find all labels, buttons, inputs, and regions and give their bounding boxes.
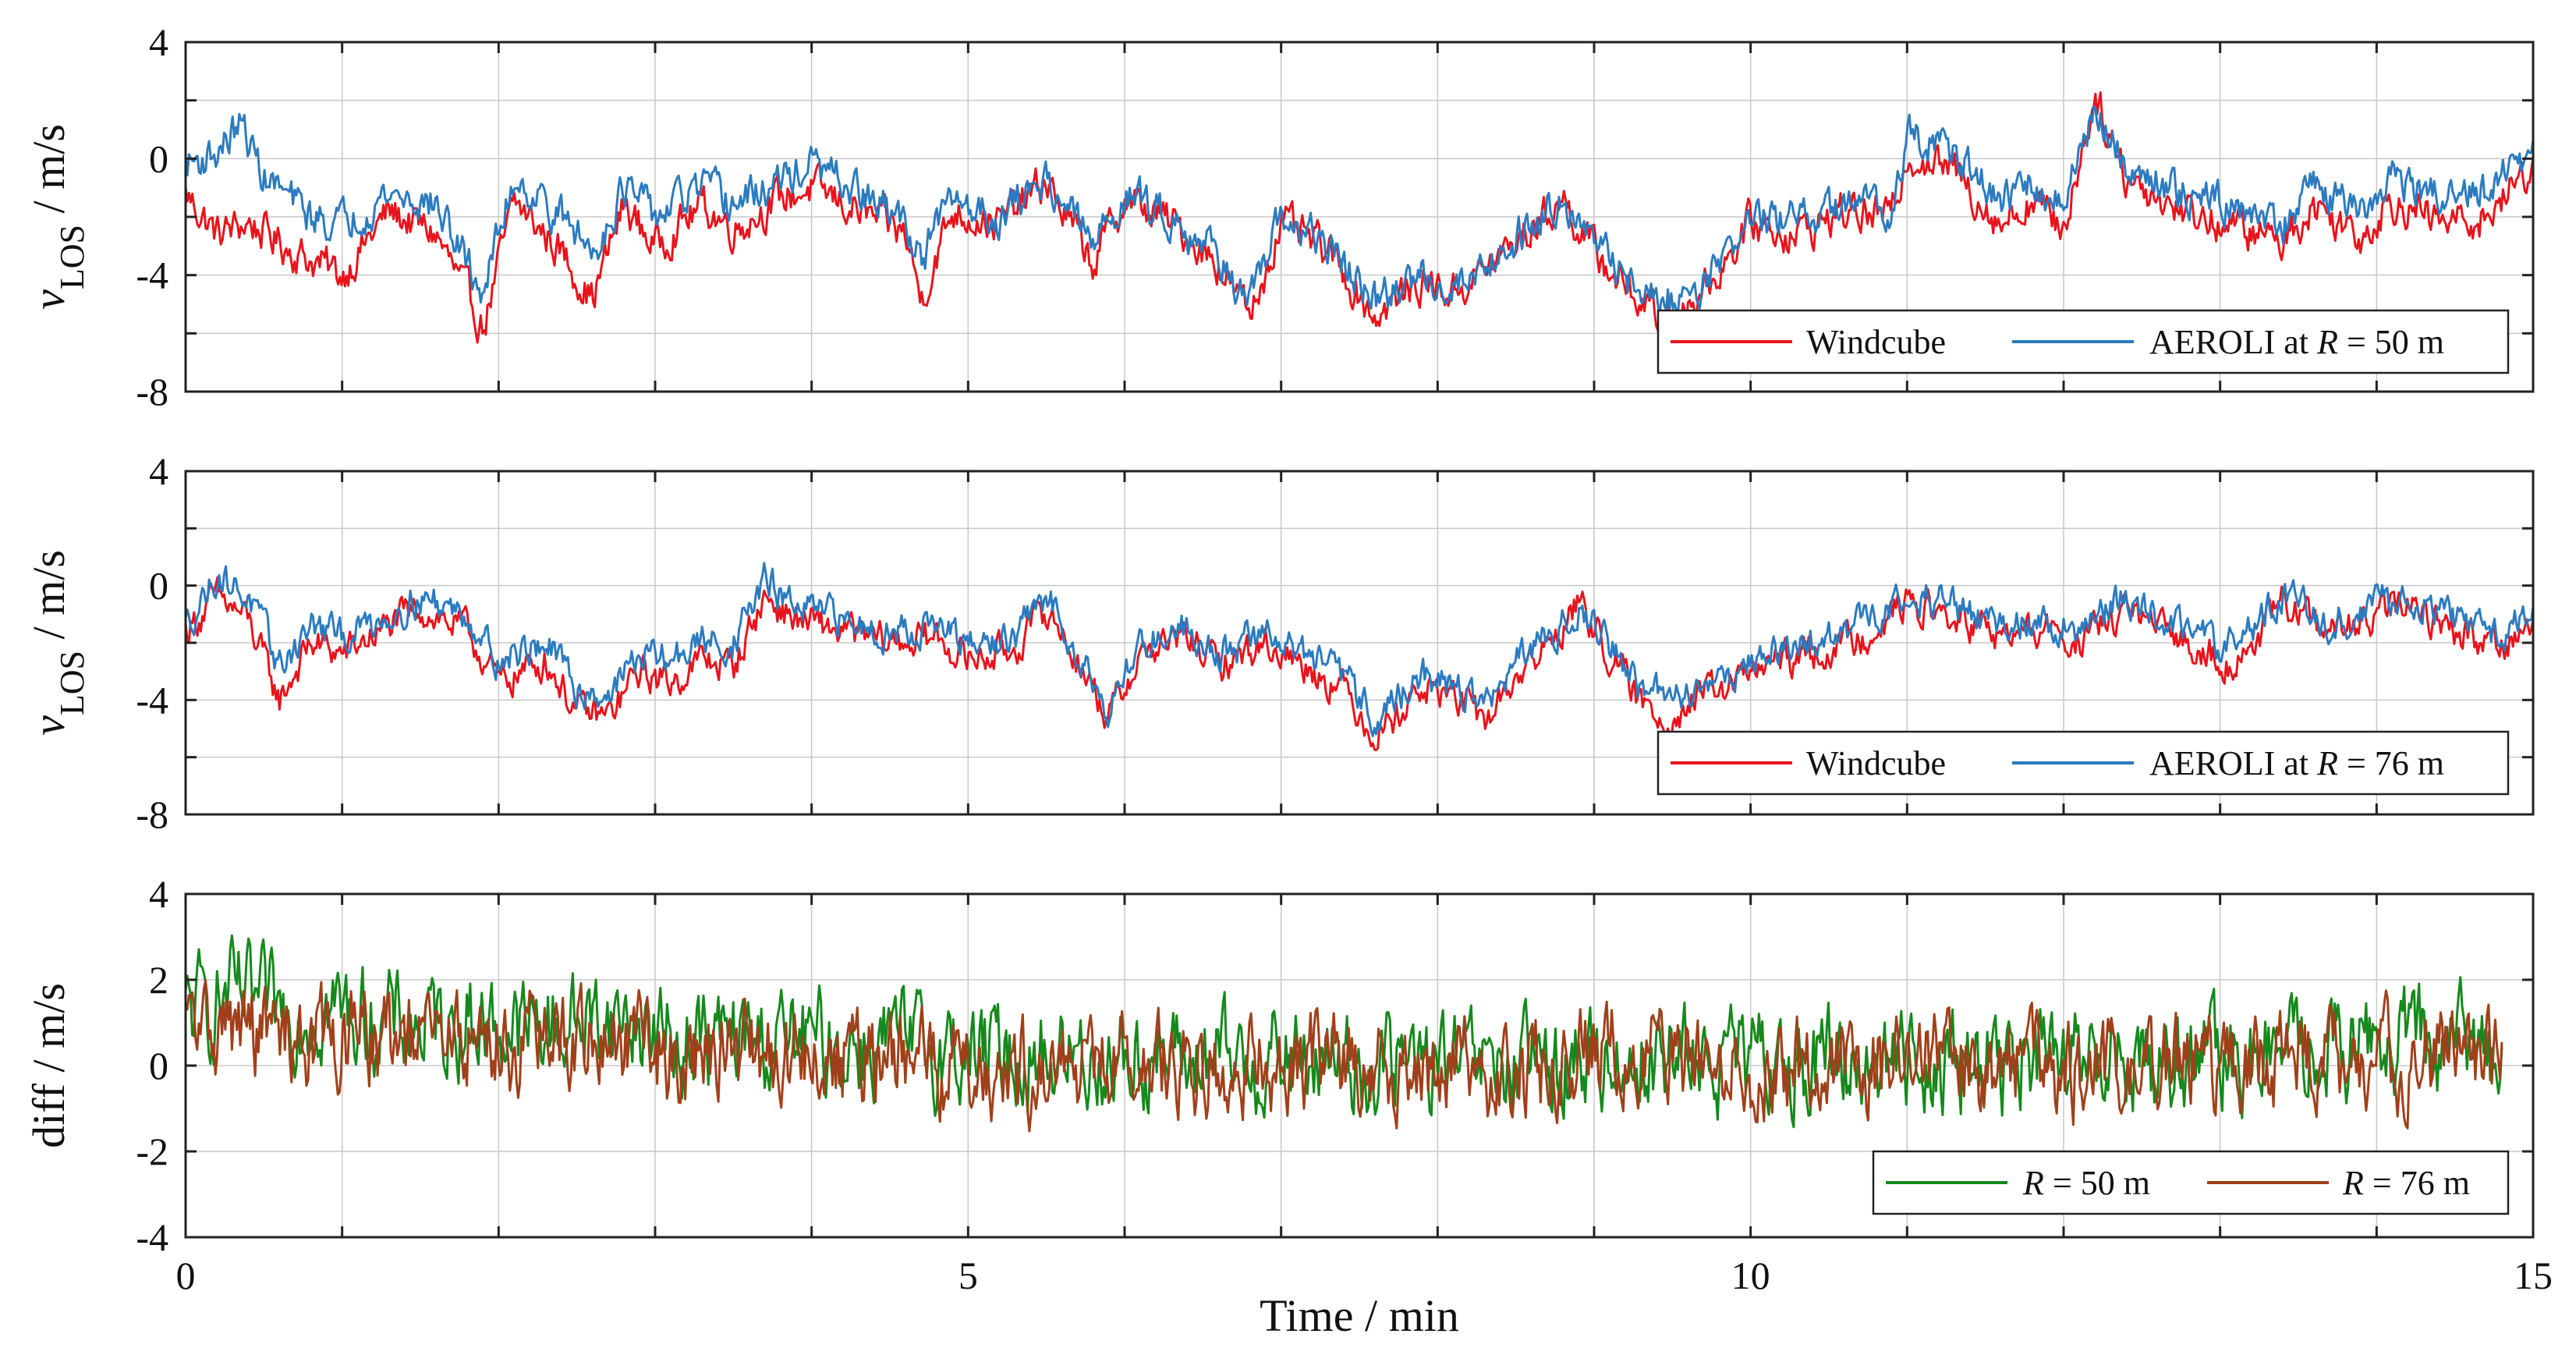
legend-label-windcube: Windcube [1806, 323, 1946, 361]
panel-top-ylabel: vLOS / m/s [23, 124, 91, 310]
ylabel-sub: LOS [53, 225, 91, 289]
x-axis-label: Time / min [1260, 1290, 1459, 1341]
series-line-0 [184, 91, 2535, 344]
legend-label-prefix: AEROLI at [2149, 323, 2317, 361]
panel-bottom-series [184, 934, 2503, 1133]
panel-top-series [184, 91, 2535, 344]
panel-top: -8 -4 0 4 vLOS / m/s Windcube AEROLI at R =… [23, 20, 2535, 413]
legend-label-aeroli-50: AEROLI at R = 50 m [2149, 323, 2444, 361]
ylabel-var: diff [23, 1083, 74, 1147]
legend-label-suffix: = 50 m [2044, 1164, 2150, 1202]
panel-middle: -8 -4 0 4 vLOS / m/s Windcube AEROLI at R =… [23, 449, 2535, 836]
ylabel-sub: LOS [53, 651, 91, 715]
xtick-label: 0 [176, 1254, 196, 1297]
legend-label-suffix: = 76 m [2364, 1164, 2470, 1202]
series-line-0 [184, 576, 2535, 752]
legend-label-var: R [2316, 323, 2338, 361]
panel-bottom-legend: R = 50 m R = 76 m [1872, 1150, 2510, 1215]
ylabel-var: v [23, 289, 74, 310]
legend-label-r50: R = 50 m [2022, 1164, 2150, 1202]
ytick-label: -4 [136, 254, 168, 297]
panel-middle-series [184, 562, 2535, 752]
ylabel-unit: / m/s [23, 550, 74, 651]
panel-top-ytick-labels: -8 -4 0 4 [136, 20, 168, 413]
panel-middle-ylabel: vLOS / m/s [23, 550, 91, 736]
panel-bottom-ylabel: diff / m/s [23, 983, 74, 1148]
xtick-label: 5 [958, 1254, 978, 1297]
panel-bottom-xtick-labels: 0 5 10 15 [176, 1254, 2553, 1297]
panel-middle-legend: Windcube AEROLI at R = 76 m [1657, 730, 2510, 796]
legend-label-var: R [2342, 1164, 2364, 1202]
ytick-label: 2 [149, 958, 168, 1002]
ylabel-unit: / m/s [23, 124, 74, 225]
xtick-label: 10 [1731, 1254, 1770, 1297]
ytick-label: 4 [149, 20, 168, 64]
panel-top-legend: Windcube AEROLI at R = 50 m [1657, 309, 2510, 374]
series-line-1 [184, 105, 2535, 316]
panel-middle-ticks [186, 471, 2533, 814]
ytick-label: 0 [149, 1044, 168, 1087]
ytick-label: 0 [149, 137, 168, 180]
legend-label-windcube: Windcube [1806, 744, 1946, 782]
ytick-label: -4 [136, 678, 168, 722]
ytick-label: 4 [149, 449, 168, 493]
series-line-1 [185, 978, 2503, 1133]
panel-top-ticks [186, 42, 2533, 392]
ytick-label: 4 [149, 872, 168, 916]
legend-label-var: R [2022, 1164, 2044, 1202]
ytick-label: -8 [136, 370, 168, 413]
ytick-label: 0 [149, 564, 168, 608]
legend-label-aeroli-76: AEROLI at R = 76 m [2149, 744, 2444, 782]
legend-label-r76: R = 76 m [2342, 1164, 2470, 1202]
panel-bottom-ticks [186, 894, 2533, 1237]
series-line-1 [184, 562, 2535, 738]
series-line-0 [184, 934, 2503, 1129]
ytick-label: -4 [136, 1215, 168, 1259]
panel-bottom-ytick-labels: -4 -2 0 2 4 [136, 872, 168, 1259]
ylabel-var: v [23, 715, 74, 736]
ytick-label: -2 [136, 1130, 168, 1173]
legend-label-suffix: = 50 m [2338, 323, 2444, 361]
panel-middle-ytick-labels: -8 -4 0 4 [136, 449, 168, 836]
legend-label-var: R [2316, 744, 2338, 782]
legend-label-suffix: = 76 m [2338, 744, 2444, 782]
legend-label-prefix: AEROLI at [2149, 744, 2317, 782]
xtick-label: 15 [2514, 1254, 2553, 1297]
panel-bottom: -4 -2 0 2 4 0 5 10 15 diff / m/s Time / min R =… [23, 872, 2553, 1341]
ytick-label: -8 [136, 793, 168, 836]
ylabel-unit: / m/s [23, 983, 74, 1084]
